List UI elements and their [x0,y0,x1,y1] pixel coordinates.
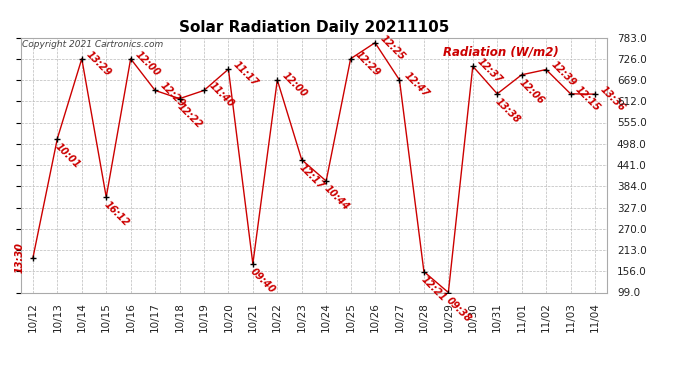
Text: 10:01: 10:01 [53,141,82,170]
Text: 13:29: 13:29 [85,49,113,78]
Title: Solar Radiation Daily 20211105: Solar Radiation Daily 20211105 [179,20,449,35]
Text: 12:25: 12:25 [378,33,406,62]
Text: 16:12: 16:12 [102,200,131,229]
Text: 12:47: 12:47 [402,70,431,99]
Text: 09:38: 09:38 [444,295,473,324]
Text: 12:06: 12:06 [518,78,546,106]
Text: 12:00: 12:00 [133,49,162,78]
Text: 12:17: 12:17 [297,162,326,192]
Text: 12:00: 12:00 [280,70,309,99]
Text: 11:17: 11:17 [231,59,260,88]
Text: 12:29: 12:29 [158,81,187,110]
Text: 12:15: 12:15 [573,84,602,113]
Text: 09:40: 09:40 [248,267,277,296]
Text: 12:21: 12:21 [420,274,448,303]
Text: 13:30: 13:30 [14,242,25,273]
Text: 12:22: 12:22 [175,101,204,130]
Text: 11:40: 11:40 [207,81,236,110]
Text: Copyright 2021 Cartronics.com: Copyright 2021 Cartronics.com [22,40,163,49]
Text: 12:37: 12:37 [475,56,504,85]
Text: 12:29: 12:29 [353,49,382,78]
Text: Radiation (W/m2): Radiation (W/m2) [443,45,559,58]
Text: 12:39: 12:39 [549,60,578,88]
Text: 13:36: 13:36 [598,84,627,113]
Text: 13:38: 13:38 [493,97,522,126]
Text: 10:44: 10:44 [322,184,351,213]
